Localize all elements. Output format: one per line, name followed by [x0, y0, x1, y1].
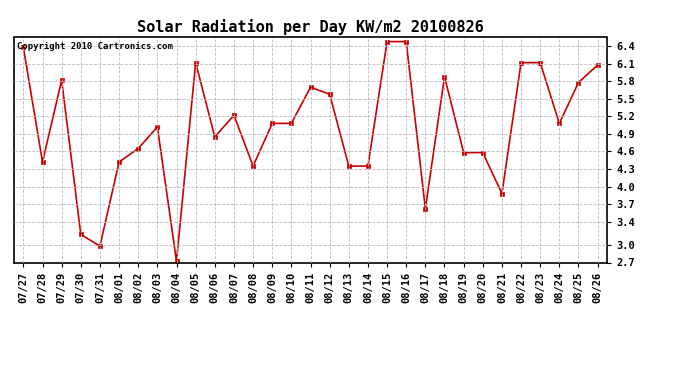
Title: Solar Radiation per Day KW/m2 20100826: Solar Radiation per Day KW/m2 20100826 — [137, 19, 484, 35]
Text: Copyright 2010 Cartronics.com: Copyright 2010 Cartronics.com — [17, 42, 172, 51]
